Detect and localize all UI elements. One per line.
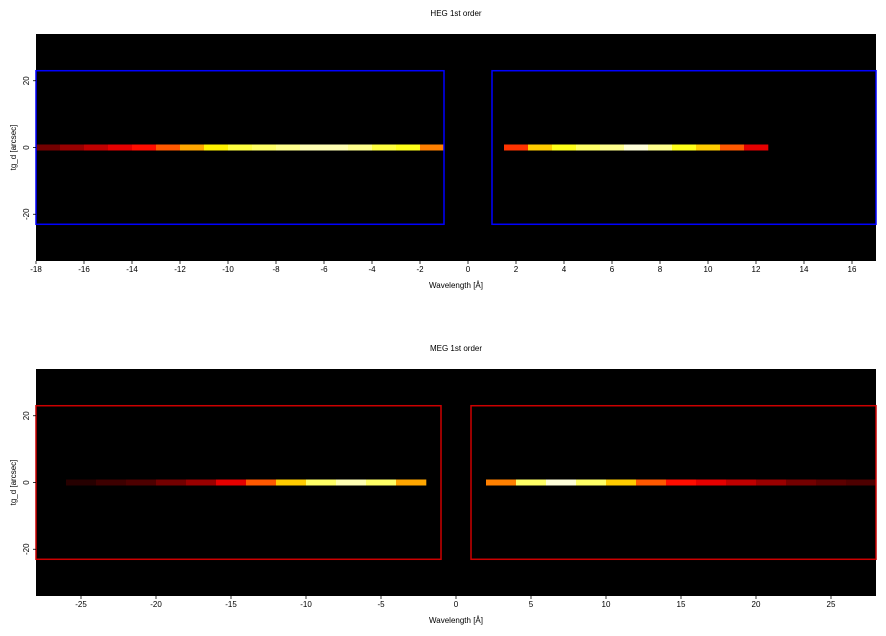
- chart-title: MEG 1st order: [430, 344, 482, 353]
- x-axis-label: Wavelength [Å]: [429, 281, 483, 290]
- y-axis-label: tg_d [arcsec]: [9, 125, 18, 171]
- spectrum-bin: [816, 479, 847, 486]
- spectrum-bin: [96, 479, 127, 486]
- x-tick-label: -16: [78, 265, 90, 274]
- spectrum-bin: [606, 479, 637, 486]
- x-tick-label: 15: [677, 600, 686, 609]
- spectrum-bin: [252, 144, 277, 151]
- x-tick-label: 8: [658, 265, 663, 274]
- spectrum-bin: [672, 144, 697, 151]
- extraction-region: [491, 69, 877, 226]
- spectrum-bin: [846, 479, 877, 486]
- x-tick-label: 12: [752, 265, 761, 274]
- x-axis-label: Wavelength [Å]: [429, 616, 483, 625]
- spectrum-bin: [324, 144, 349, 151]
- x-tick-label: -10: [222, 265, 234, 274]
- spectrum-bin: [576, 479, 607, 486]
- x-tick-label: 14: [800, 265, 809, 274]
- x-tick-label: -8: [272, 265, 280, 274]
- x-tick-label: -25: [75, 600, 87, 609]
- x-tick-label: 5: [529, 600, 534, 609]
- spectrum-bin: [696, 479, 727, 486]
- spectrum-bin: [720, 144, 745, 151]
- spectrum-bin: [396, 144, 421, 151]
- spectrum-bin: [228, 144, 253, 151]
- spectrum-bin: [366, 479, 397, 486]
- x-tick-label: 0: [466, 265, 471, 274]
- y-tick-label: -20: [22, 208, 31, 220]
- spectrum-bin: [576, 144, 601, 151]
- x-tick-label: -12: [174, 265, 186, 274]
- spectrum-bin: [504, 144, 529, 151]
- spectrum-bin: [666, 479, 697, 486]
- spectrum-bin: [546, 479, 577, 486]
- x-tick-label: 2: [514, 265, 519, 274]
- spectrum-bin: [756, 479, 787, 486]
- spectrum-bin: [372, 144, 397, 151]
- spectrum-bin: [420, 144, 445, 151]
- x-tick-label: -6: [320, 265, 328, 274]
- x-tick-label: -18: [30, 265, 42, 274]
- x-tick-label: 0: [454, 600, 459, 609]
- spectrum-bin: [156, 144, 181, 151]
- spectrum-bin: [726, 479, 757, 486]
- x-tick-label: 6: [610, 265, 615, 274]
- spectrum-bin: [60, 144, 85, 151]
- spectrum-bin: [204, 144, 229, 151]
- spectrum-bin: [648, 144, 673, 151]
- spectrum-bin: [786, 479, 817, 486]
- y-tick-label: 20: [22, 411, 31, 420]
- y-axis-label: tg_d [arcsec]: [9, 460, 18, 506]
- spectrum-bin: [624, 144, 649, 151]
- x-tick-label: 20: [752, 600, 761, 609]
- spectrum-bin: [180, 144, 205, 151]
- spectrum-bin: [516, 479, 547, 486]
- x-tick-label: 16: [848, 265, 857, 274]
- spectrum-bin: [636, 479, 667, 486]
- spectrum-bin: [156, 479, 187, 486]
- spectrum-bin: [126, 479, 157, 486]
- y-tick-label: 0: [22, 145, 31, 150]
- spectrum-bin: [276, 479, 307, 486]
- spectrum-bin: [396, 479, 427, 486]
- spectrum-bin: [66, 479, 97, 486]
- spectrum-bin: [336, 479, 367, 486]
- spectrum-bin: [108, 144, 133, 151]
- x-tick-label: -4: [368, 265, 376, 274]
- x-tick-label: -2: [416, 265, 424, 274]
- x-tick-label: 25: [827, 600, 836, 609]
- extraction-region: [470, 404, 877, 561]
- x-tick-label: -14: [126, 265, 138, 274]
- chart-title: HEG 1st order: [430, 9, 481, 18]
- x-tick-label: -10: [300, 600, 312, 609]
- spectrum-bin: [276, 144, 301, 151]
- spectrum-bin: [246, 479, 277, 486]
- x-tick-label: -5: [377, 600, 385, 609]
- spectrum-bin: [744, 144, 769, 151]
- x-tick-label: 4: [562, 265, 567, 274]
- spectrum-bin: [132, 144, 157, 151]
- spectrum-bin: [186, 479, 217, 486]
- y-tick-label: -20: [22, 543, 31, 555]
- y-tick-label: 0: [22, 480, 31, 485]
- x-tick-label: -15: [225, 600, 237, 609]
- spectrum-bin: [486, 479, 517, 486]
- spectrum-bin: [528, 144, 553, 151]
- spectrum-bin: [36, 144, 61, 151]
- x-tick-label: 10: [602, 600, 611, 609]
- spectrum-bin: [84, 144, 109, 151]
- x-tick-label: 10: [704, 265, 713, 274]
- spectrum-bin: [306, 479, 337, 486]
- spectrum-bin: [216, 479, 247, 486]
- spectrum-bin: [696, 144, 721, 151]
- x-tick-label: -20: [150, 600, 162, 609]
- y-tick-label: 20: [22, 76, 31, 85]
- spectrum-bin: [348, 144, 373, 151]
- spectrum-bin: [300, 144, 325, 151]
- spectrum-bin: [552, 144, 577, 151]
- spectrum-bin: [600, 144, 625, 151]
